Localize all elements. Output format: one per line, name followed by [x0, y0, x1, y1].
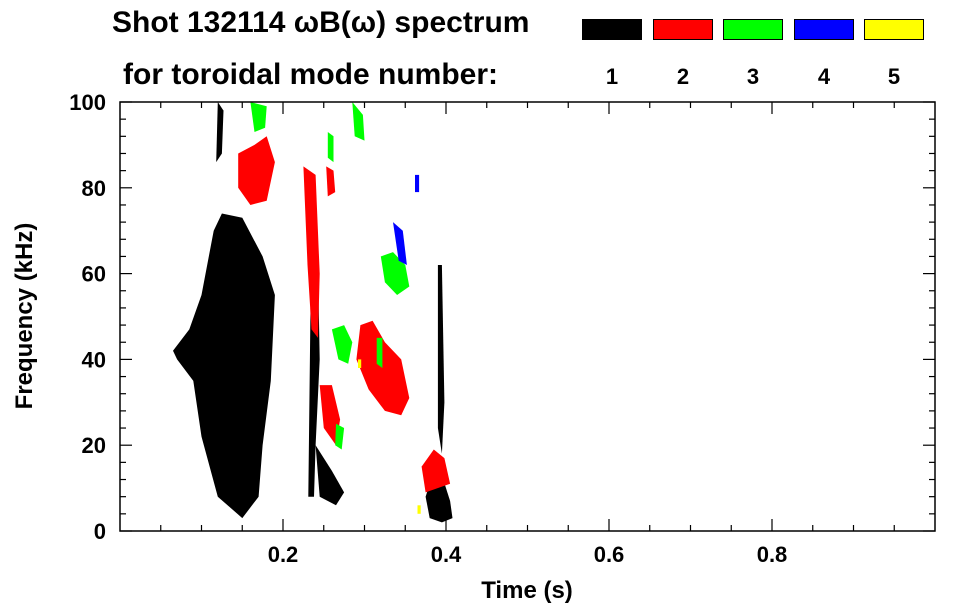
spectrum-region-mode-4-20: [415, 174, 420, 193]
legend-swatch-mode-4: [794, 19, 854, 40]
spectrum-region-mode-1-5: [437, 265, 445, 454]
spectrum-region-mode-3-17: [376, 337, 383, 368]
x-axis-title: Time (s): [481, 577, 573, 604]
spectrum-region-mode-3-18: [335, 423, 345, 450]
spectrum-region-mode-2-9: [356, 320, 410, 416]
spectrum-region-mode-2-10: [421, 449, 451, 493]
spectrum-region-mode-2-6: [238, 136, 275, 205]
spectrum-region-mode-1-1: [216, 102, 224, 163]
y-tick-label-40: 40: [82, 347, 106, 372]
y-tick-label-20: 20: [82, 433, 106, 458]
spectrum-region-mode-2-7: [303, 166, 320, 338]
spectrum-region-mode-3-16: [331, 325, 353, 364]
spectrum-region-mode-1-3: [315, 445, 345, 506]
spectrum-region-mode-3-12: [250, 102, 267, 132]
x-tick-label-0.6: 0.6: [594, 542, 625, 567]
legend-label-mode-5: 5: [887, 64, 901, 89]
legend-swatch-mode-2: [653, 19, 713, 40]
spectrum-region-mode-2-11: [326, 166, 336, 197]
legend-swatch-mode-3: [723, 19, 783, 40]
spectrum-region-mode-5-22: [417, 505, 421, 514]
chart-title-line1: Shot 132114 ωB(ω) spectrum: [112, 6, 530, 39]
y-tick-label-60: 60: [82, 262, 106, 287]
axis-ticks: 0 20 40 60 80 100 0.2 0.4 0.6 0.8: [69, 90, 935, 567]
x-tick-label-0.8: 0.8: [757, 542, 788, 567]
spectrum-region-mode-1-0: [173, 213, 275, 519]
legend-label-mode-4: 4: [817, 64, 831, 89]
y-tick-label-80: 80: [82, 176, 106, 201]
x-tick-label-0.2: 0.2: [268, 542, 299, 567]
spectrum-regions: [173, 102, 453, 523]
spectrum-region-mode-3-13: [352, 102, 365, 141]
legend-label-mode-1: 1: [605, 64, 619, 89]
chart-title-line2: for toroidal mode number:: [123, 58, 498, 91]
y-tick-label-100: 100: [69, 90, 106, 115]
legend-label-mode-2: 2: [676, 64, 690, 89]
y-tick-label-0: 0: [94, 519, 106, 544]
legend-swatch-mode-5: [864, 19, 924, 40]
spectrum-region-mode-5-21: [358, 359, 362, 368]
legend-label-mode-3: 3: [746, 64, 760, 89]
x-tick-label-0.4: 0.4: [431, 542, 462, 567]
spectrum-region-mode-2-8: [319, 385, 341, 446]
legend-swatch-mode-1: [582, 19, 642, 40]
y-axis-title: Frequency (kHz): [11, 223, 38, 410]
spectrum-region-mode-3-14: [327, 132, 334, 163]
spectrum-region-mode-4-19: [393, 222, 407, 265]
spectrum-region-mode-3-15: [380, 252, 410, 295]
